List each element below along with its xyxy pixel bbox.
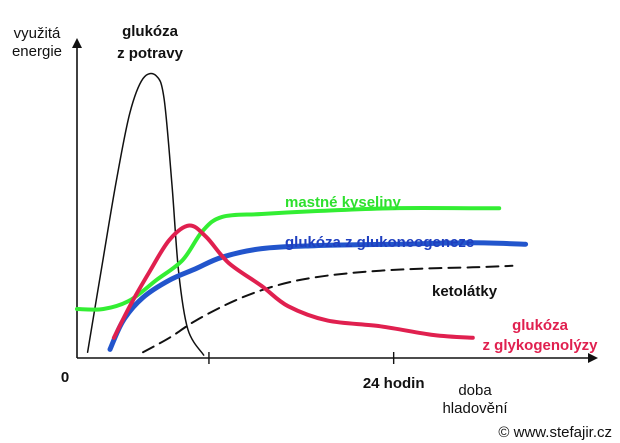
axes bbox=[72, 38, 598, 364]
series-label-gluconeogenesis-glucose: glukóza z glukoneogeneze bbox=[285, 234, 474, 251]
x-axis-arrow bbox=[588, 353, 598, 363]
series-line-glycogenolysis-glucose bbox=[111, 223, 475, 340]
x-tick-label: 24 hodin bbox=[363, 375, 425, 392]
series-label-glycogenolysis-glucose: z glykogenolýzy bbox=[482, 337, 598, 354]
series-line-food-glucose bbox=[86, 72, 205, 356]
copyright-text: © www.stefajir.cz bbox=[498, 424, 612, 441]
series-label-glycogenolysis-glucose: glukóza bbox=[512, 317, 568, 334]
series-line-fatty-acids bbox=[75, 206, 502, 312]
origin-label: 0 bbox=[61, 369, 69, 386]
x-axis-label: hladovění bbox=[442, 400, 508, 417]
series-label-fatty-acids: mastné kyseliny bbox=[285, 194, 402, 211]
y-axis-label: energie bbox=[12, 43, 62, 60]
x-axis-label: doba bbox=[458, 382, 492, 399]
y-axis-label: využitá bbox=[14, 25, 61, 42]
series-label-ketone-bodies: ketolátky bbox=[432, 283, 498, 300]
y-axis-arrow bbox=[72, 38, 82, 48]
series-group bbox=[75, 72, 529, 356]
series-label-food-glucose: z potravy bbox=[117, 45, 184, 62]
series-line-ketone-bodies bbox=[142, 264, 514, 354]
series-label-food-glucose: glukóza bbox=[122, 23, 178, 40]
